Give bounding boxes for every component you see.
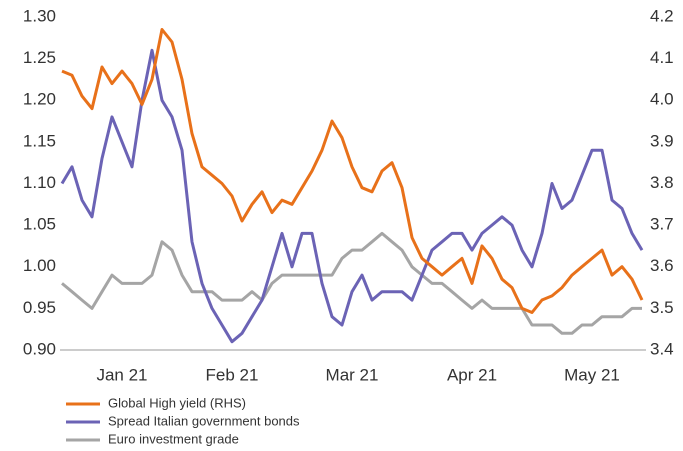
y2-tick-label: 3.5	[650, 298, 674, 317]
y-tick-label: 1.10	[23, 173, 56, 192]
y-tick-label: 0.95	[23, 298, 56, 317]
y2-tick-label: 3.8	[650, 173, 674, 192]
x-tick-label: Jan 21	[96, 365, 147, 384]
y-tick-label: 1.25	[23, 48, 56, 67]
legend-label: Euro investment grade	[108, 431, 239, 446]
legend-label: Global High yield (RHS)	[108, 395, 246, 410]
y-tick-label: 1.05	[23, 215, 56, 234]
series-line	[61, 28, 644, 314]
y-tick-label: 1.15	[23, 131, 56, 150]
y-tick-label: 1.30	[23, 6, 56, 25]
x-tick-label: Mar 21	[326, 365, 379, 384]
y2-tick-label: 3.4	[650, 339, 674, 358]
y2-tick-label: 4.1	[650, 48, 674, 67]
y2-tick-label: 3.7	[650, 215, 674, 234]
x-tick-label: Apr 21	[447, 365, 497, 384]
x-tick-label: Feb 21	[206, 365, 259, 384]
series-line	[61, 231, 642, 335]
y2-tick-label: 4.2	[650, 6, 674, 25]
y2-tick-label: 3.6	[650, 256, 674, 275]
x-tick-label: May 21	[564, 365, 620, 384]
y-tick-label: 1.00	[23, 256, 56, 275]
y-tick-label: 0.90	[23, 339, 56, 358]
series-line	[60, 48, 644, 344]
legend-label: Spread Italian government bonds	[108, 413, 300, 428]
y2-tick-label: 3.9	[650, 131, 674, 150]
y-tick-label: 1.20	[23, 90, 56, 109]
y2-tick-label: 4.0	[650, 90, 674, 109]
